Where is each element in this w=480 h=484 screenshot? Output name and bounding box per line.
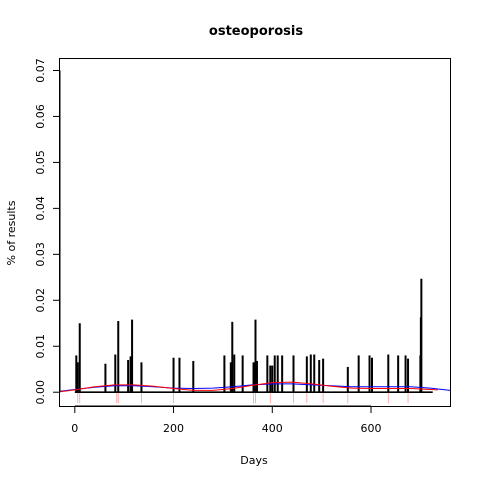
y-tick-label-5: 0.05 <box>34 150 47 175</box>
y-tick-label-2: 0.02 <box>34 288 47 313</box>
x-tick-label-3: 600 <box>361 422 382 435</box>
y-tick-label-6: 0.06 <box>34 104 47 129</box>
curve-1 <box>59 381 438 393</box>
y-tick-label-7: 0.07 <box>34 58 47 83</box>
y-tick-label-1: 0.01 <box>34 334 47 359</box>
x-axis-label: Days <box>240 454 268 467</box>
plot-frame <box>59 58 451 407</box>
y-tick-label-4: 0.04 <box>34 196 47 221</box>
y-tick-label-0: 0.00 <box>34 380 47 405</box>
bars-group <box>74 278 433 394</box>
y-axis: 0.00 0.01 0.02 0.03 0.04 0.05 0.06 0.07 <box>34 58 61 405</box>
chart-title: osteoporosis <box>209 24 303 39</box>
rug-marks <box>77 392 409 404</box>
y-tick-label-3: 0.03 <box>34 242 47 266</box>
x-tick-label-0: 0 <box>71 422 78 435</box>
x-tick-label-1: 200 <box>163 422 184 435</box>
x-axis: 0 200 400 600 <box>71 405 382 435</box>
x-tick-label-2: 400 <box>262 422 283 435</box>
y-axis-label: % of results <box>5 200 18 265</box>
smooth-curves <box>59 381 451 393</box>
